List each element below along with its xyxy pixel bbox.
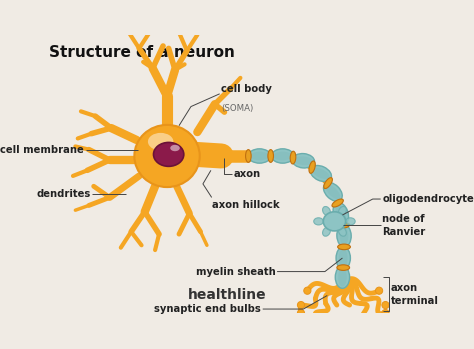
- Ellipse shape: [337, 265, 350, 270]
- Ellipse shape: [310, 165, 331, 181]
- Ellipse shape: [323, 212, 346, 231]
- Text: node of
Ranvier: node of Ranvier: [383, 214, 426, 237]
- Ellipse shape: [134, 125, 200, 187]
- Ellipse shape: [290, 151, 296, 164]
- Ellipse shape: [324, 178, 332, 188]
- Ellipse shape: [336, 247, 350, 269]
- Text: cell membrane: cell membrane: [0, 144, 84, 155]
- Ellipse shape: [338, 268, 347, 287]
- Ellipse shape: [335, 266, 350, 288]
- Circle shape: [382, 310, 389, 317]
- Ellipse shape: [339, 248, 347, 268]
- Ellipse shape: [337, 244, 350, 250]
- Circle shape: [297, 310, 305, 317]
- Circle shape: [375, 287, 383, 294]
- Ellipse shape: [323, 183, 342, 201]
- Ellipse shape: [336, 205, 346, 222]
- Text: oligodendrocyte: oligodendrocyte: [383, 194, 474, 204]
- Ellipse shape: [323, 227, 330, 236]
- Ellipse shape: [338, 227, 346, 236]
- Ellipse shape: [346, 218, 355, 225]
- Ellipse shape: [273, 152, 292, 160]
- Text: cell body: cell body: [221, 84, 272, 94]
- Text: dendrites: dendrites: [36, 189, 91, 199]
- Ellipse shape: [337, 223, 350, 228]
- Ellipse shape: [309, 161, 315, 173]
- Circle shape: [314, 316, 321, 323]
- Ellipse shape: [292, 154, 315, 168]
- Circle shape: [382, 302, 389, 309]
- Ellipse shape: [148, 133, 173, 150]
- Ellipse shape: [312, 168, 330, 179]
- Ellipse shape: [154, 142, 184, 166]
- Ellipse shape: [246, 150, 251, 162]
- Ellipse shape: [326, 185, 340, 199]
- Text: axon hillock: axon hillock: [212, 200, 279, 210]
- Ellipse shape: [268, 150, 273, 162]
- Text: healthline: healthline: [188, 288, 266, 302]
- Ellipse shape: [294, 156, 313, 165]
- Circle shape: [297, 302, 305, 309]
- Text: synaptic end bulbs: synaptic end bulbs: [155, 304, 261, 314]
- Ellipse shape: [170, 145, 180, 151]
- Ellipse shape: [314, 218, 323, 225]
- Ellipse shape: [340, 226, 348, 245]
- Ellipse shape: [248, 149, 271, 163]
- Ellipse shape: [338, 207, 346, 216]
- Ellipse shape: [250, 152, 269, 160]
- Circle shape: [365, 316, 373, 323]
- Circle shape: [304, 287, 311, 294]
- Text: axon
terminal: axon terminal: [391, 283, 439, 306]
- Ellipse shape: [332, 199, 343, 207]
- Text: (SOMA): (SOMA): [221, 94, 254, 113]
- Text: myelin sheath: myelin sheath: [196, 267, 275, 276]
- Ellipse shape: [323, 207, 330, 216]
- Ellipse shape: [337, 224, 351, 247]
- Ellipse shape: [272, 149, 294, 163]
- Text: axon: axon: [234, 169, 261, 179]
- Ellipse shape: [333, 203, 348, 224]
- Text: Structure of a neuron: Structure of a neuron: [49, 45, 235, 60]
